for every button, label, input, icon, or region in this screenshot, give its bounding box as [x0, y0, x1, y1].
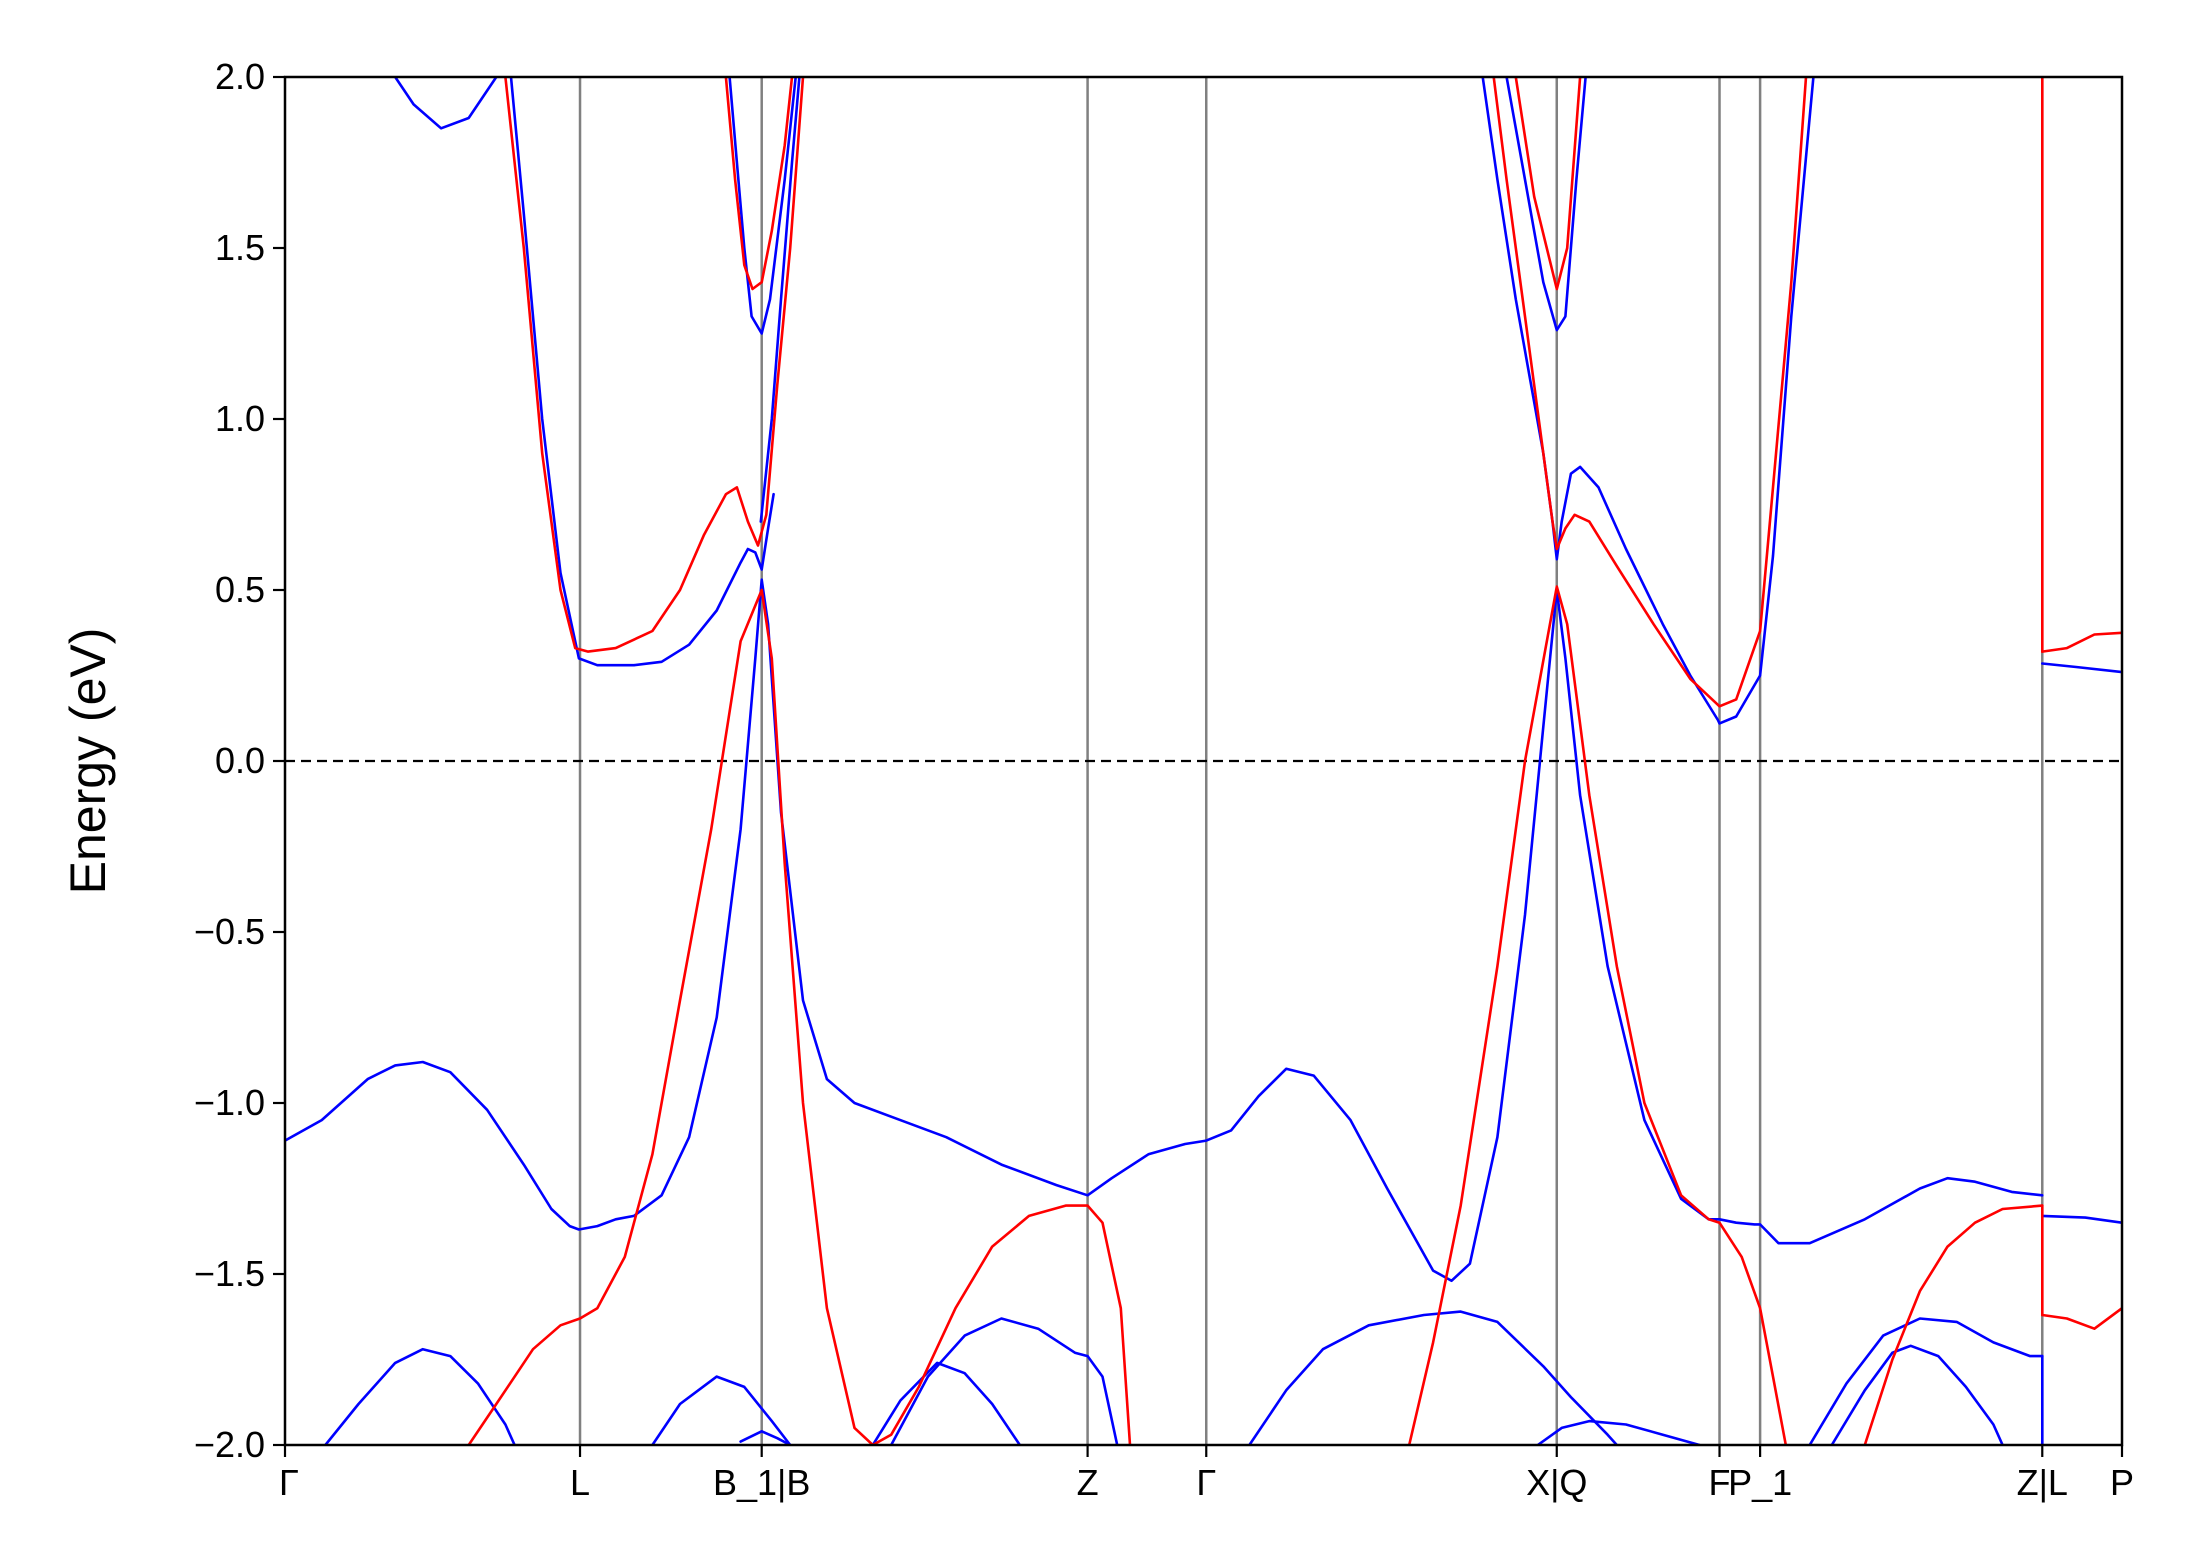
y-axis-ticks: −2.0 −1.5 −1.0 −0.5 0.0 0.5 1.0 1.5 2.0: [194, 56, 285, 1465]
band-blue-6: [889, 1317, 1119, 1445]
band-red-24: [504, 77, 805, 653]
y-tick-label: −1.0: [194, 1082, 265, 1123]
band-blue-4: [739, 1430, 792, 1445]
x-tick-label: B_1|B: [713, 1462, 810, 1503]
band-red-20: [1407, 585, 1788, 1445]
y-tick-label: −0.5: [194, 911, 265, 952]
band-blue-17: [1505, 77, 1587, 332]
y-tick-label: −2.0: [194, 1424, 265, 1465]
x-tick-label: Z: [1077, 1462, 1099, 1503]
y-tick-label: 0.0: [215, 740, 265, 781]
x-tick-label: Z|L: [2017, 1462, 2068, 1503]
x-tick-label: P: [2110, 1462, 2134, 1503]
y-tick-label: 1.0: [215, 398, 265, 439]
band-red-21: [1863, 1204, 2044, 1445]
band-red-25: [724, 77, 794, 291]
band-blue-7: [1248, 1310, 1619, 1445]
y-tick-label: −1.5: [194, 1253, 265, 1294]
band-blue-15: [759, 77, 801, 523]
x-tick-label: X|Q: [1526, 1462, 1587, 1503]
band-blue-12: [393, 77, 498, 130]
band-red-26: [1492, 77, 1808, 708]
x-tick-label: Γ: [1196, 1462, 1216, 1503]
band-blue-13: [509, 77, 775, 667]
plot-frame: [283, 75, 2124, 1447]
band-blue-2: [324, 1347, 516, 1445]
band-red-27: [1514, 77, 1582, 291]
band-blue-3: [651, 1375, 792, 1445]
x-axis-ticks: Γ L B_1|B Z Γ X|Q FP_1 Z|L P: [279, 1445, 2134, 1503]
band-series: [285, 77, 2122, 1445]
band-blue-9: [1830, 1344, 2004, 1445]
band-red-19: [467, 588, 1132, 1445]
band-blue-16: [1481, 77, 1815, 725]
band-red-23: [2041, 1306, 2122, 1330]
band-blue-8: [1536, 1419, 1701, 1445]
band-blue-5: [871, 1361, 1022, 1445]
band-blue-0: [285, 578, 2044, 1283]
band-blue-18: [2041, 662, 2122, 674]
x-tick-label: F: [1709, 1462, 1731, 1503]
y-axis-label: Energy (eV): [60, 628, 116, 895]
band-blue-1: [2041, 1214, 2122, 1224]
y-tick-label: 2.0: [215, 56, 265, 97]
band-blue-10: [1808, 1317, 2044, 1445]
band-blue-14: [728, 77, 797, 335]
x-tick-label: Γ: [279, 1462, 299, 1503]
x-tick-label: P_1: [1728, 1462, 1792, 1503]
x-tick-label: L: [570, 1462, 590, 1503]
y-tick-label: 0.5: [215, 569, 265, 610]
y-tick-label: 1.5: [215, 227, 265, 268]
band-red-29: [2041, 631, 2122, 653]
